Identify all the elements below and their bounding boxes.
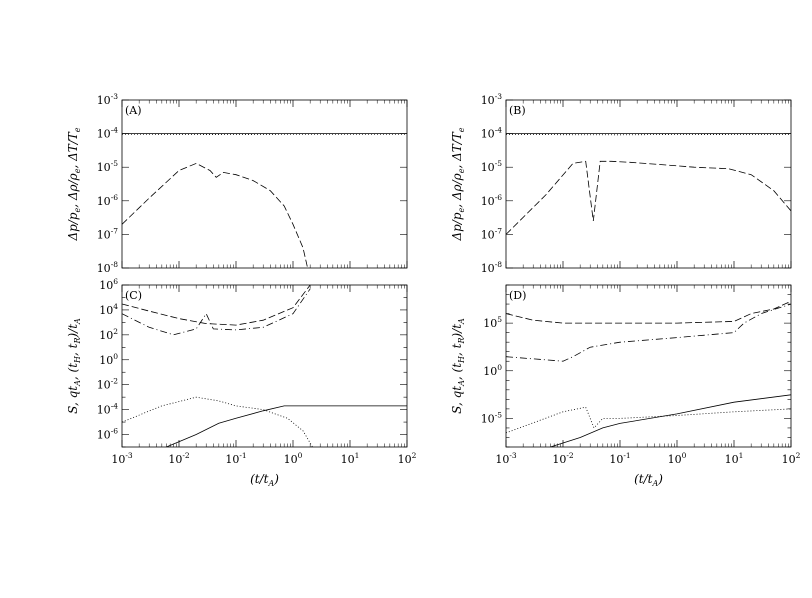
panel-label: (C) bbox=[125, 289, 142, 302]
x-tick-label: 100 bbox=[284, 451, 303, 466]
panel-label: (A) bbox=[125, 104, 142, 117]
x-tick-label: 102 bbox=[782, 451, 801, 466]
series-line-solid bbox=[166, 405, 407, 447]
series-line-dotted bbox=[122, 396, 313, 447]
panels: 10-8 10-7 10-6 10-5 10-4 10-3 (A) Δp/pe, Δρ/ρe,… bbox=[66, 92, 801, 488]
series-group bbox=[122, 285, 407, 447]
y-tick-label: 102 bbox=[99, 327, 118, 342]
panel-b: 10-8 10-7 10-6 10-5 10-4 10-3 (B) Δp/pe, Δρ/ρe,… bbox=[450, 92, 792, 275]
panel-c: 10-6 10-4 10-2 100 102 104 106 10-3 10-2 10-1 100 1… bbox=[66, 277, 417, 488]
y-axis-label: S, qtA, (tH, tR)/tA bbox=[450, 318, 466, 414]
x-tick-label: 10-3 bbox=[495, 451, 517, 466]
panel-a: 10-8 10-7 10-6 10-5 10-4 10-3 (A) Δp/pe, Δρ/ρe,… bbox=[66, 92, 408, 275]
y-tick-label: 10-5 bbox=[481, 159, 503, 174]
x-tick-label: 10-2 bbox=[168, 451, 190, 466]
series-line-dashed bbox=[506, 300, 791, 324]
y-axis-label: S, qtA, (tH, tR)/tA bbox=[66, 318, 82, 414]
panel-label: (B) bbox=[509, 104, 526, 117]
x-tick-label: 100 bbox=[668, 451, 687, 466]
series-line-dotted bbox=[506, 133, 791, 136]
x-tick-label: 10-3 bbox=[111, 451, 133, 466]
series-line-dashed bbox=[122, 162, 308, 268]
y-tick-label: 10-5 bbox=[481, 410, 503, 425]
y-tick-label: 10-8 bbox=[481, 260, 503, 275]
series-line-dashed bbox=[506, 160, 791, 235]
y-tick-label: 10-7 bbox=[481, 226, 503, 241]
y-tick-label: 10-4 bbox=[97, 126, 119, 141]
y-tick-label: 105 bbox=[483, 315, 502, 330]
x-axis-label: (t/tA) bbox=[634, 472, 663, 488]
series-group bbox=[506, 133, 791, 235]
y-tick-label: 10-3 bbox=[481, 92, 503, 107]
y-tick-label: 106 bbox=[99, 277, 118, 292]
x-axis-label: (t/tA) bbox=[250, 472, 279, 488]
y-tick-label: 10-5 bbox=[97, 159, 119, 174]
series-group bbox=[122, 133, 407, 268]
panel-d: 10-5 100 105 10-3 10-2 10-1 100 101 102 (D) S, qtA… bbox=[450, 284, 801, 488]
series-line-dotted bbox=[506, 406, 791, 434]
y-tick-label: 10-3 bbox=[97, 92, 119, 107]
series-line-dashed bbox=[122, 285, 311, 326]
y-tick-label: 10-6 bbox=[97, 427, 119, 442]
plot-frame bbox=[505, 284, 792, 448]
y-tick-label: 10-6 bbox=[481, 193, 503, 208]
x-tick-label: 10-1 bbox=[609, 451, 630, 466]
y-axis-label: Δp/pe, Δρ/ρe, ΔT/Te bbox=[450, 127, 466, 241]
x-tick-label: 102 bbox=[398, 451, 417, 466]
series-line-solid bbox=[550, 394, 791, 447]
series-line-dash-dot bbox=[506, 303, 791, 362]
y-tick-label: 10-4 bbox=[97, 402, 119, 417]
y-axis-label: Δp/pe, Δρ/ρe, ΔT/Te bbox=[66, 127, 82, 241]
x-tick-label: 10-2 bbox=[552, 451, 574, 466]
plot-frame bbox=[121, 99, 408, 269]
series-line-dash-dot bbox=[122, 288, 311, 336]
y-tick-label: 10-8 bbox=[97, 260, 119, 275]
y-tick-label: 100 bbox=[99, 352, 118, 367]
y-tick-label: 10-4 bbox=[481, 126, 503, 141]
series-group bbox=[506, 300, 791, 447]
plot-frame bbox=[121, 284, 408, 448]
y-tick-label: 10-7 bbox=[97, 226, 119, 241]
y-tick-label: 104 bbox=[99, 302, 118, 317]
y-tick-label: 100 bbox=[483, 363, 502, 378]
y-tick-label: 10-2 bbox=[97, 377, 119, 392]
x-tick-label: 10-1 bbox=[225, 451, 246, 466]
y-tick-label: 10-6 bbox=[97, 193, 119, 208]
plot-frame bbox=[505, 99, 792, 269]
x-tick-label: 101 bbox=[725, 451, 744, 466]
panel-label: (D) bbox=[509, 289, 526, 302]
x-tick-label: 101 bbox=[341, 451, 360, 466]
